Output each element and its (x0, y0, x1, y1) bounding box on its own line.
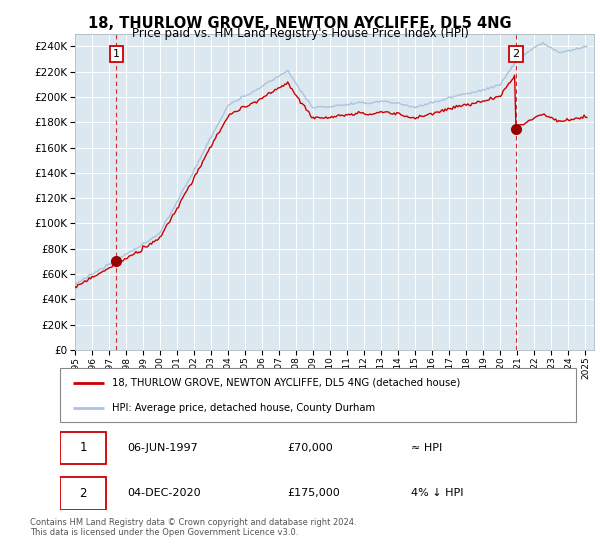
Text: HPI: Average price, detached house, County Durham: HPI: Average price, detached house, Coun… (112, 403, 375, 413)
Text: 18, THURLOW GROVE, NEWTON AYCLIFFE, DL5 4NG (detached house): 18, THURLOW GROVE, NEWTON AYCLIFFE, DL5 … (112, 378, 460, 388)
FancyBboxPatch shape (60, 368, 576, 422)
Text: £175,000: £175,000 (287, 488, 340, 498)
Text: 4% ↓ HPI: 4% ↓ HPI (411, 488, 463, 498)
Text: 18, THURLOW GROVE, NEWTON AYCLIFFE, DL5 4NG: 18, THURLOW GROVE, NEWTON AYCLIFFE, DL5 … (88, 16, 512, 31)
Text: 04-DEC-2020: 04-DEC-2020 (127, 488, 201, 498)
Text: 2: 2 (512, 49, 520, 59)
Text: Contains HM Land Registry data © Crown copyright and database right 2024.
This d: Contains HM Land Registry data © Crown c… (30, 518, 356, 538)
FancyBboxPatch shape (60, 477, 106, 510)
Text: ≈ HPI: ≈ HPI (411, 443, 442, 453)
Text: 1: 1 (113, 49, 119, 59)
FancyBboxPatch shape (60, 432, 106, 464)
Text: 2: 2 (79, 487, 87, 500)
Text: 06-JUN-1997: 06-JUN-1997 (127, 443, 198, 453)
Text: Price paid vs. HM Land Registry's House Price Index (HPI): Price paid vs. HM Land Registry's House … (131, 27, 469, 40)
Text: 1: 1 (79, 441, 87, 454)
Text: £70,000: £70,000 (287, 443, 333, 453)
